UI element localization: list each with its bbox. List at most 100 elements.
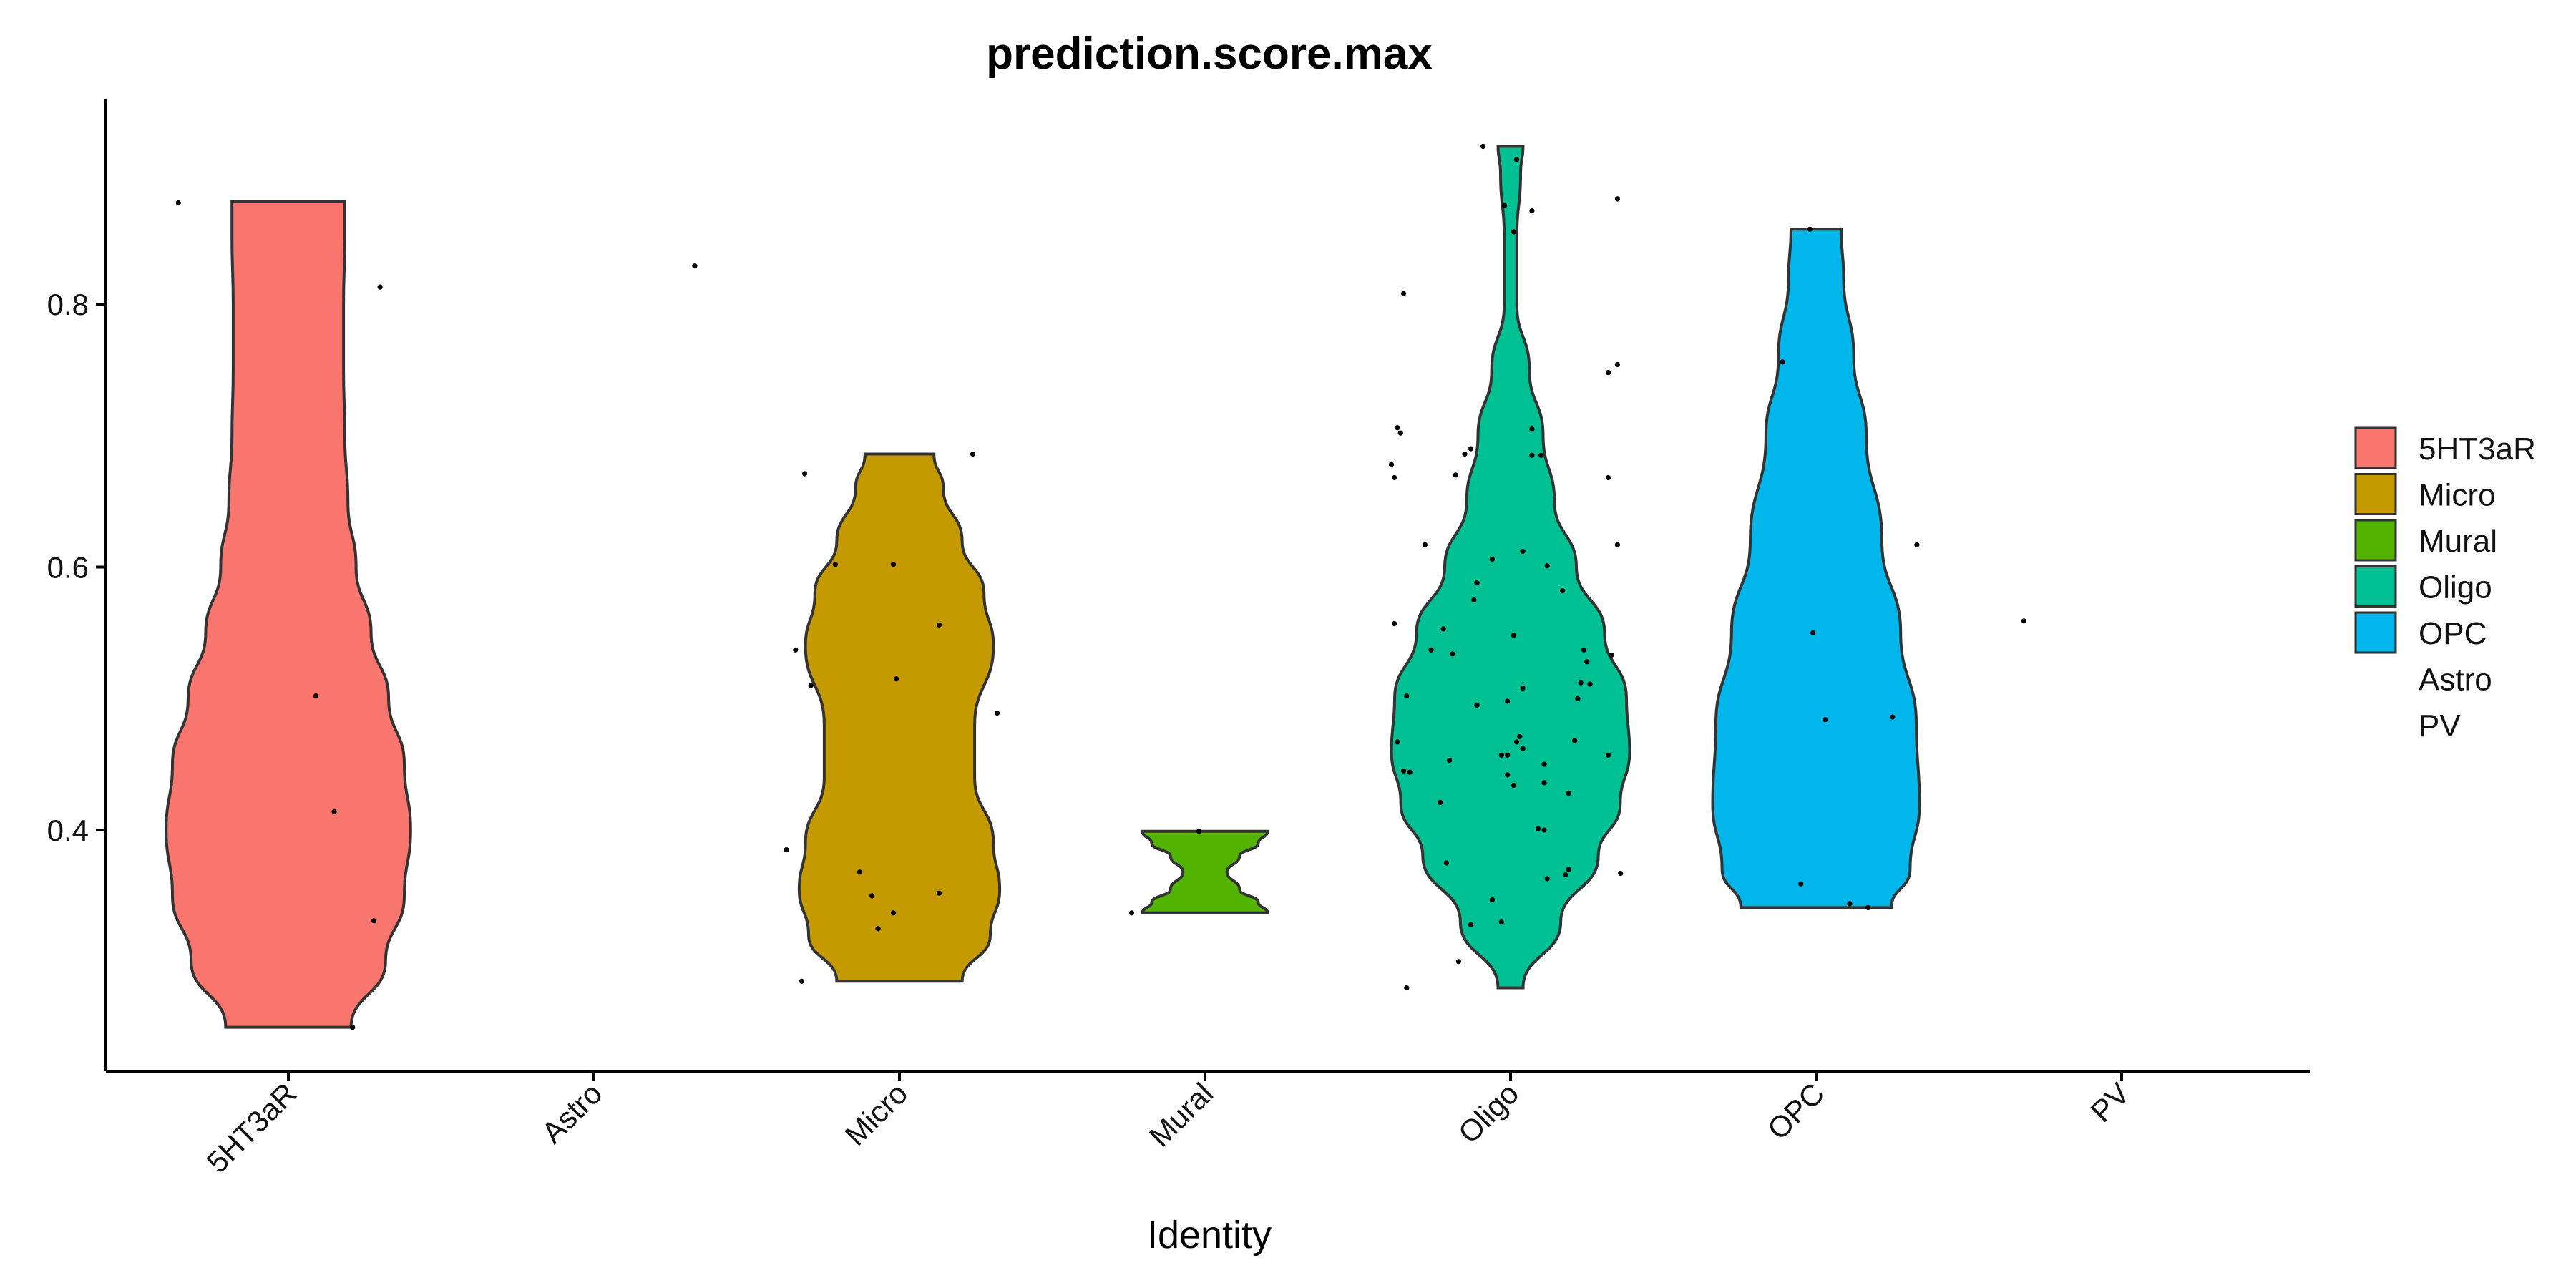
legend-swatch-opc xyxy=(2354,611,2397,654)
point-oligo-49 xyxy=(1544,563,1550,569)
point-opc-98 xyxy=(1780,359,1785,365)
point-micro-13 xyxy=(894,676,899,682)
point-5ht3ar-4 xyxy=(371,918,377,924)
point-oligo-33 xyxy=(1606,370,1611,376)
point-oligo-27 xyxy=(1614,196,1620,202)
point-opc-97 xyxy=(1807,226,1813,232)
point-oligo-50 xyxy=(1474,580,1480,586)
point-oligo-76 xyxy=(1447,758,1453,763)
point-oligo-86 xyxy=(1541,827,1547,833)
point-oligo-66 xyxy=(1505,698,1511,704)
point-oligo-42 xyxy=(1392,474,1397,481)
point-oligo-43 xyxy=(1453,472,1458,478)
point-oligo-63 xyxy=(1520,686,1526,691)
point-oligo-67 xyxy=(1474,702,1480,708)
point-oligo-41 xyxy=(1388,462,1395,467)
point-oligo-70 xyxy=(1572,738,1578,743)
point-oligo-29 xyxy=(1529,208,1535,214)
point-oligo-93 xyxy=(1498,919,1504,925)
point-micro-14 xyxy=(808,683,814,688)
point-micro-22 xyxy=(799,978,804,984)
violin-opc xyxy=(1711,228,1921,909)
point-oligo-64 xyxy=(1575,696,1581,701)
point-oligo-48 xyxy=(1489,556,1495,562)
x-tick-label-opc: OPC xyxy=(1761,1076,1831,1146)
point-oligo-28 xyxy=(1501,203,1508,208)
legend-label-mural: Mural xyxy=(2419,524,2497,559)
point-oligo-60 xyxy=(1584,659,1590,665)
violins-layer xyxy=(165,145,1921,1029)
x-tick-label-astro: Astro xyxy=(535,1076,609,1150)
point-oligo-32 xyxy=(1614,361,1620,368)
point-oligo-94 xyxy=(1468,922,1474,927)
point-oligo-92 xyxy=(1489,897,1495,902)
point-oligo-56 xyxy=(1428,647,1434,653)
point-micro-11 xyxy=(936,622,942,628)
legend-swatch-oligo xyxy=(2354,565,2397,608)
x-axis-ticks: 5HT3aR Astro Micro Mural Oligo OPC PV xyxy=(200,1071,2136,1179)
x-tick-label-micro: Micro xyxy=(839,1076,914,1152)
point-oligo-44 xyxy=(1606,474,1611,481)
point-micro-20 xyxy=(890,910,897,916)
point-oligo-57 xyxy=(1581,647,1587,653)
point-5ht3ar-2 xyxy=(313,693,318,699)
point-oligo-79 xyxy=(1407,769,1413,775)
point-oligo-77 xyxy=(1541,761,1547,767)
point-micro-18 xyxy=(869,893,875,899)
point-oligo-52 xyxy=(1471,597,1477,603)
point-oligo-91 xyxy=(1544,876,1550,882)
point-oligo-85 xyxy=(1535,826,1541,831)
point-micro-9 xyxy=(832,562,838,567)
point-opc-100 xyxy=(1810,630,1816,636)
point-oligo-84 xyxy=(1438,799,1443,805)
point-oligo-90 xyxy=(1563,872,1568,878)
point-oligo-78 xyxy=(1400,768,1407,774)
point-micro-12 xyxy=(793,647,799,653)
point-oligo-65 xyxy=(1404,693,1410,699)
point-micro-8 xyxy=(802,471,808,477)
y-axis-ticks: 0.4 0.6 0.8 xyxy=(47,288,106,847)
point-oligo-61 xyxy=(1578,680,1584,686)
point-micro-10 xyxy=(890,562,897,567)
violin-oligo xyxy=(1390,145,1631,990)
point-5ht3ar-3 xyxy=(331,809,337,814)
point-oligo-37 xyxy=(1468,446,1474,452)
point-oligo-53 xyxy=(1392,620,1397,627)
point-oligo-54 xyxy=(1440,626,1446,632)
point-oligo-81 xyxy=(1541,780,1547,786)
legend-label-pv: PV xyxy=(2419,708,2461,743)
point-oligo-31 xyxy=(1400,291,1407,296)
point-oligo-55 xyxy=(1511,633,1516,638)
y-tick-label-0: 0.4 xyxy=(47,814,89,847)
points-layer xyxy=(175,143,2026,1030)
chart-title: prediction.score.max xyxy=(986,29,1433,79)
point-micro-7 xyxy=(970,451,976,457)
point-oligo-40 xyxy=(1538,452,1544,458)
point-oligo-62 xyxy=(1587,681,1593,687)
point-oligo-47 xyxy=(1520,548,1526,555)
point-astro-6 xyxy=(692,263,698,269)
point-oligo-69 xyxy=(1513,739,1520,745)
point-oligo-30 xyxy=(1511,229,1516,235)
x-tick-label-mural: Mural xyxy=(1143,1076,1220,1153)
legend-swatch-micro xyxy=(2354,473,2397,515)
legend-swatch-mural xyxy=(2354,519,2397,562)
legend: 5HT3aR Micro Mural Oligo OPC Astro PV xyxy=(2354,426,2536,743)
point-oligo-71 xyxy=(1395,739,1400,745)
point-oligo-58 xyxy=(1450,651,1455,657)
point-micro-19 xyxy=(936,890,942,896)
point-oligo-89 xyxy=(1618,871,1624,877)
point-oligo-87 xyxy=(1443,860,1449,866)
point-mural-24 xyxy=(1128,910,1135,916)
point-opc-103 xyxy=(1798,881,1804,887)
point-oligo-88 xyxy=(1566,867,1571,872)
point-oligo-25 xyxy=(1480,143,1486,150)
point-opc-105 xyxy=(1865,904,1871,910)
point-oligo-82 xyxy=(1511,782,1516,789)
point-oligo-35 xyxy=(1397,430,1403,436)
point-oligo-83 xyxy=(1566,791,1571,796)
legend-label-oligo: Oligo xyxy=(2419,570,2492,605)
point-micro-17 xyxy=(857,869,863,875)
y-tick-label-2: 0.8 xyxy=(47,288,89,321)
